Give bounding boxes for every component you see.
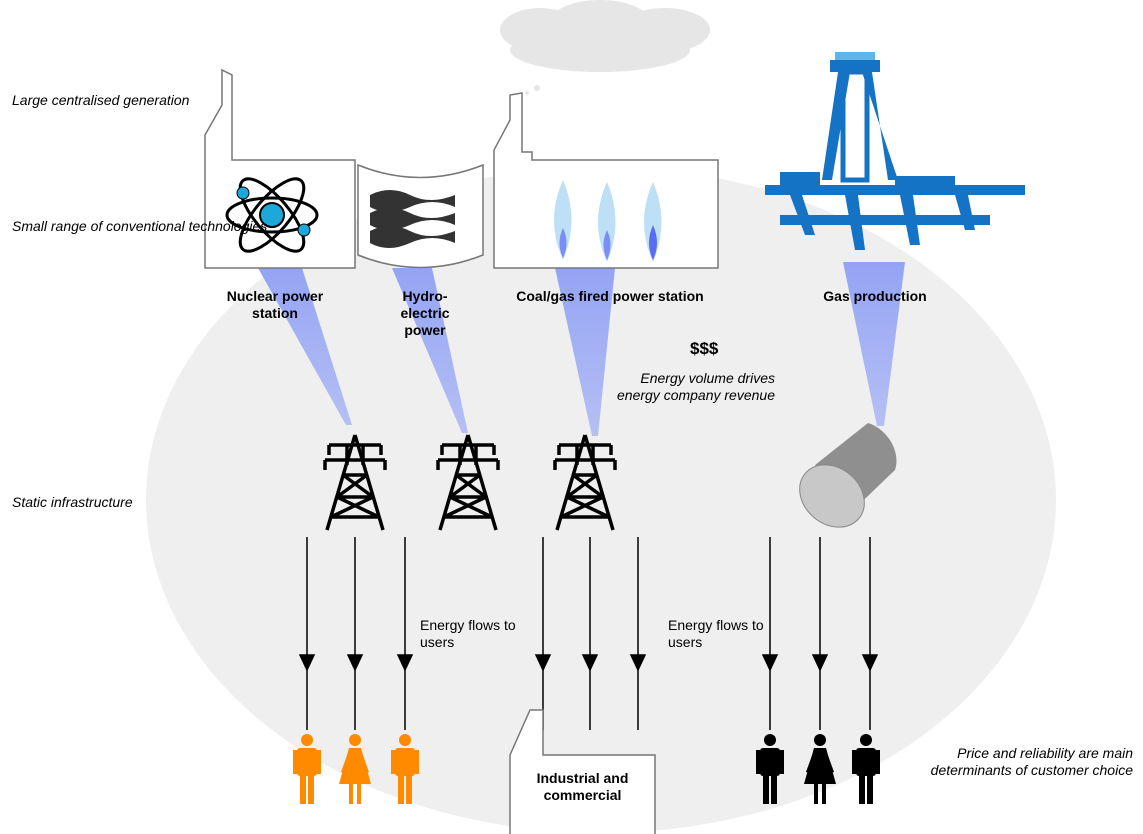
label: Large centralised generation xyxy=(12,92,189,109)
gas-rig xyxy=(765,52,1025,250)
nuclear-building xyxy=(205,70,355,268)
flow-label: Energy flows to users xyxy=(420,617,535,651)
source-label: Coal/gas fired power station xyxy=(515,288,705,305)
label: Small range of conventional technologies xyxy=(12,218,272,235)
revenue-note: Energy volume drives energy company reve… xyxy=(600,370,775,404)
source-label: Hydro-electric power xyxy=(380,288,470,339)
source-label: Nuclear power station xyxy=(225,288,325,322)
diagram: Large centralised generation Small range… xyxy=(0,0,1143,834)
revenue-symbol: $$$ xyxy=(690,340,718,357)
diagram-graphics xyxy=(0,0,1143,834)
cloud xyxy=(500,0,710,72)
customer-note: Price and reliability are main determina… xyxy=(900,745,1133,779)
source-label: Gas production xyxy=(790,288,960,305)
flow-label: Energy flows to users xyxy=(668,617,783,651)
industrial-label: Industrial and commercial xyxy=(520,770,645,804)
label: Static infrastructure xyxy=(12,494,133,511)
